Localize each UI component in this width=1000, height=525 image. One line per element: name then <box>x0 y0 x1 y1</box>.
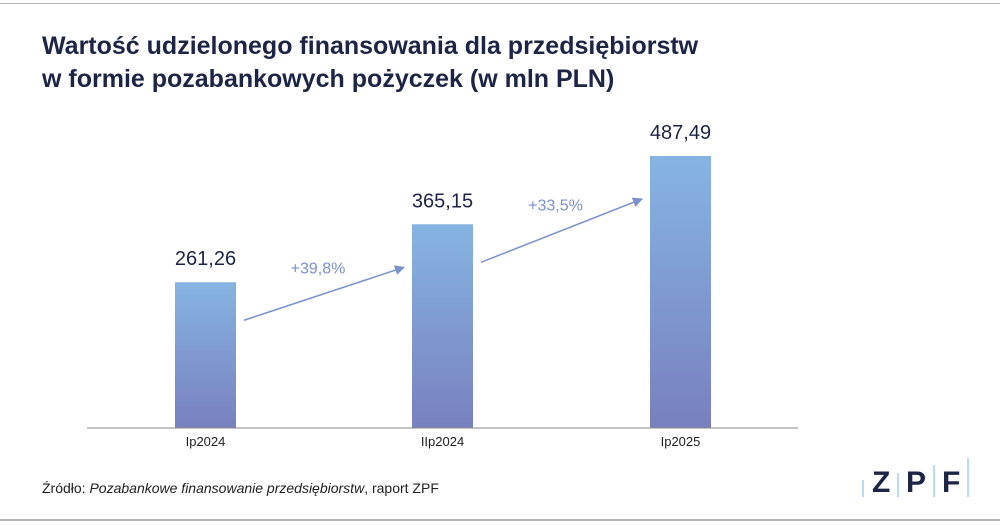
source-suffix: , raport ZPF <box>364 480 439 496</box>
title-line-1: Wartość udzielonego finansowania dla prz… <box>42 32 699 60</box>
x-tick-label: Ip2025 <box>661 434 701 449</box>
bar-Ip2024 <box>175 282 236 428</box>
value-label: 261,26 <box>175 248 236 270</box>
value-label: 365,15 <box>412 190 473 212</box>
title-line-2: w formie pozabankowych pożyczek (w mln P… <box>42 65 615 93</box>
svg-text:F: F <box>942 466 960 499</box>
svg-text:P: P <box>906 466 926 499</box>
value-label: 487,49 <box>650 122 711 144</box>
growth-arrow <box>243 265 405 321</box>
source-title: Pozabankowe finansowanie przedsiębiorstw <box>89 480 365 496</box>
growth-label: +33,5% <box>528 198 583 215</box>
frame <box>0 3 1000 521</box>
chart-title: Wartość udzielonego finansowania dla prz… <box>42 30 698 96</box>
source-prefix: Źródło: <box>42 480 90 496</box>
x-tick-label: Ip2024 <box>186 434 226 449</box>
bar-Ip2025 <box>650 156 711 428</box>
source-note: Źródło: Pozabankowe finansowanie przedsi… <box>42 480 439 496</box>
svg-text:Z: Z <box>872 466 890 499</box>
growth-arrow <box>480 197 643 263</box>
growth-label: +39,8% <box>291 261 346 278</box>
zpf-logo: Z P F <box>862 458 969 499</box>
x-tick-label: IIp2024 <box>421 434 464 449</box>
bar-IIp2024 <box>412 224 473 428</box>
